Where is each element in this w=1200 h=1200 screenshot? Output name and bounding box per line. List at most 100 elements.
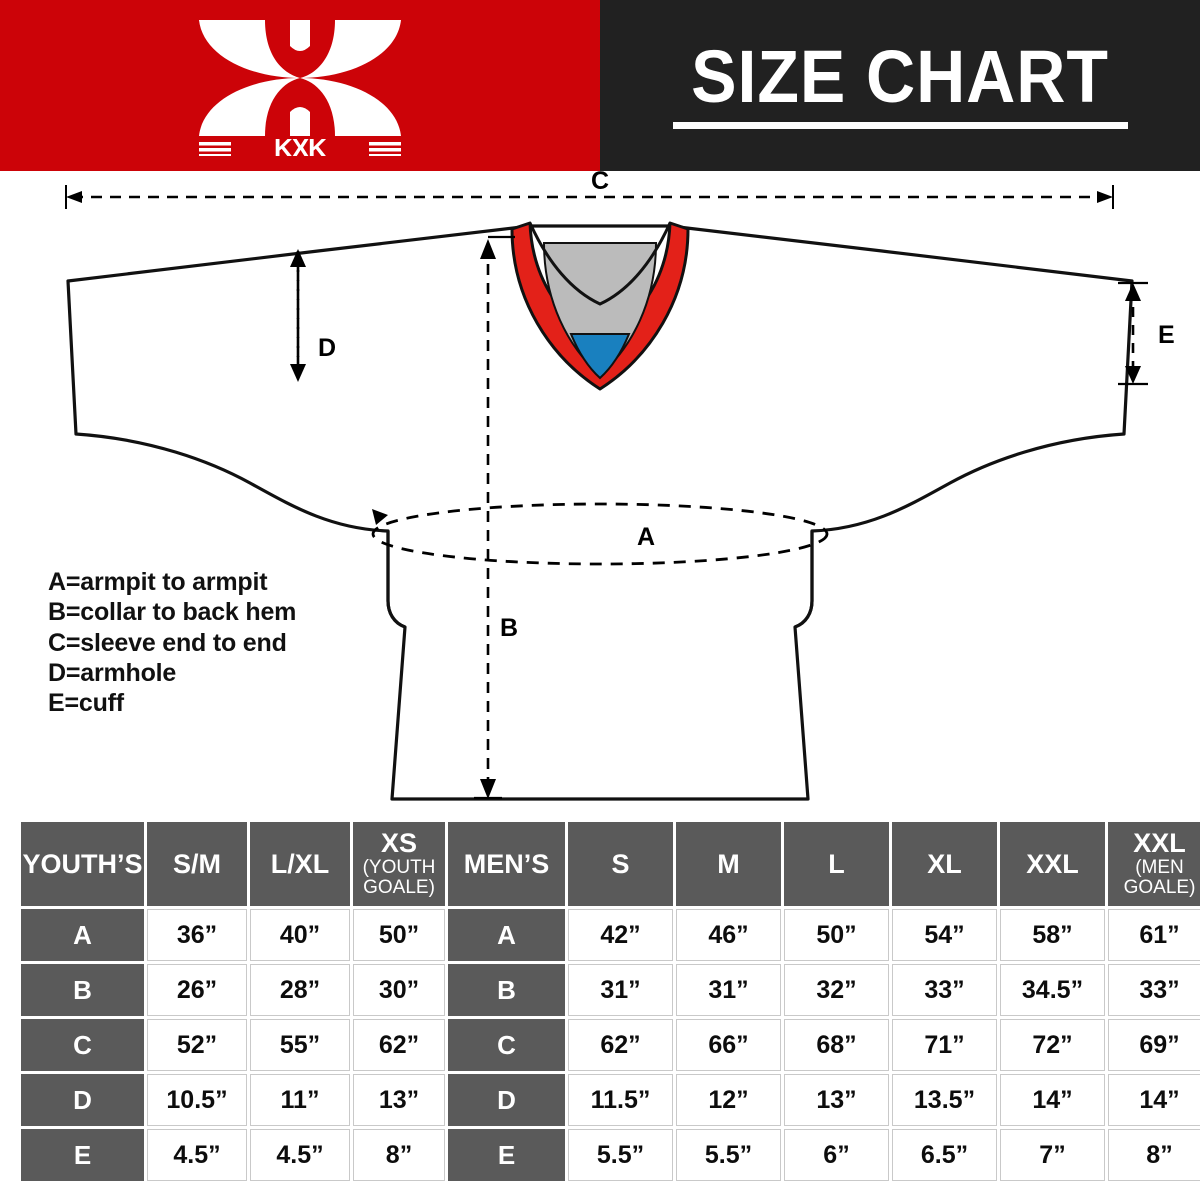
column-header-m: M [676,822,781,906]
jersey-collar [510,221,690,391]
table-row: E 4.5” 4.5” 8” E 5.5” 5.5” 6” 6.5” 7” 8” [21,1129,1200,1181]
svg-text:KXK: KXK [274,133,327,156]
cell-men: 5.5” [568,1129,673,1181]
cell-youth: 10.5” [147,1074,247,1126]
page-title: SIZE CHART [691,35,1109,119]
cell-youth: 52” [147,1019,247,1071]
cell-men: 61” [1108,909,1200,961]
cell-youth: 8” [353,1129,445,1181]
cell-youth: 11” [250,1074,350,1126]
cell-men: 46” [676,909,781,961]
table-row: D 10.5” 11” 13” D 11.5” 12” 13” 13.5” 14” 14” [21,1074,1200,1126]
cell-men: 14” [1108,1074,1200,1126]
cell-men: 66” [676,1019,781,1071]
legend-line-b: B=collar to back hem [48,598,297,627]
cell-youth: 40” [250,909,350,961]
cell-men: 5.5” [676,1129,781,1181]
jersey-svg: C [65,171,1175,801]
cell-men: 68” [784,1019,889,1071]
row-label-men: D [448,1074,565,1126]
legend-line-d: D=armhole [48,658,177,687]
cell-youth: 26” [147,964,247,1016]
column-header-men-s: MEN’S [448,822,565,906]
cell-men: 72” [1000,1019,1105,1071]
table-header-row: YOUTH’S S/M L/XL XS (YOUTH GOALE) MEN’S S M L XL XX… [21,822,1200,906]
cell-youth: 36” [147,909,247,961]
cell-youth: 28” [250,964,350,1016]
cell-men: 33” [892,964,997,1016]
cell-men: 69” [1108,1019,1200,1071]
column-header-sub: (YOUTH GOALE) [362,856,436,899]
jersey-diagram: C [0,171,1200,816]
cell-men: 14” [1000,1074,1105,1126]
page-header: KXK SIZE CHART [0,0,1200,171]
cell-men: 11.5” [568,1074,673,1126]
collar-accent [569,333,631,380]
cell-men: 50” [784,909,889,961]
cell-men: 6.5” [892,1129,997,1181]
cell-men: 42” [568,909,673,961]
cell-men: 34.5” [1000,964,1105,1016]
column-header-sub: (MEN GOALE) [1123,856,1196,899]
cell-men: 62” [568,1019,673,1071]
cell-youth: 30” [353,964,445,1016]
cell-men: 71” [892,1019,997,1071]
column-header-main: S/M [172,848,221,879]
chest-ellipse [371,502,829,566]
row-label-men: A [448,909,565,961]
legend-line-c: C=sleeve end to end [48,628,287,657]
cell-men: 33” [1108,964,1200,1016]
cell-youth: 62” [353,1019,445,1071]
label-e: E [1158,321,1175,349]
dimension-d [290,249,306,382]
row-label-men: C [448,1019,565,1071]
cell-youth: 4.5” [147,1129,247,1181]
column-header-main: L/XL [270,848,330,879]
column-header-l: L [784,822,889,906]
row-label-youth: B [21,964,144,1016]
cell-men: 6” [784,1129,889,1181]
cell-youth: 13” [353,1074,445,1126]
column-header-main: M [717,848,740,879]
brand-panel: KXK [0,0,600,171]
label-d: D [318,334,336,362]
column-header-s: S [568,822,673,906]
legend-line-a: A=armpit to armpit [48,568,268,596]
column-header-main: MEN’S [463,848,550,879]
cell-men: 31” [676,964,781,1016]
row-label-youth: D [21,1074,144,1126]
title-panel: SIZE CHART [600,0,1200,171]
column-header-l-xl: L/XL [250,822,350,906]
column-header-main: XXL [1133,828,1186,859]
cell-youth: 50” [353,909,445,961]
cell-youth: 4.5” [250,1129,350,1181]
kxk-logo: KXK [199,19,401,156]
column-header-main: XS [380,828,418,859]
label-b: B [500,614,518,642]
column-header-main: L [828,848,845,879]
column-header-xs: XS (YOUTH GOALE) [353,822,445,906]
cell-men: 32” [784,964,889,1016]
cell-men: 13.5” [892,1074,997,1126]
column-header-s-m: S/M [147,822,247,906]
kxk-wordmark [199,141,401,156]
cell-men: 54” [892,909,997,961]
column-header-xl: XL [892,822,997,906]
size-table: YOUTH’S S/M L/XL XS (YOUTH GOALE) MEN’S S M L XL XX… [18,819,1200,1184]
column-header-main: YOUTH’S [22,848,143,879]
row-label-men: E [448,1129,565,1181]
row-label-men: B [448,964,565,1016]
legend-line-e: E=cuff [48,689,124,717]
jersey-outline [66,224,1134,801]
cell-men: 12” [676,1074,781,1126]
row-label-youth: A [21,909,144,961]
cell-youth: 55” [250,1019,350,1071]
table-row: A 36” 40” 50” A 42” 46” 50” 54” 58” 61” [21,909,1200,961]
column-header-xxl: XXL (MEN GOALE) [1108,822,1200,906]
row-label-youth: E [21,1129,144,1181]
cell-men: 8” [1108,1129,1200,1181]
column-header-main: XXL [1026,848,1079,879]
column-header-main: XL [927,848,962,879]
dimension-b [474,235,515,800]
